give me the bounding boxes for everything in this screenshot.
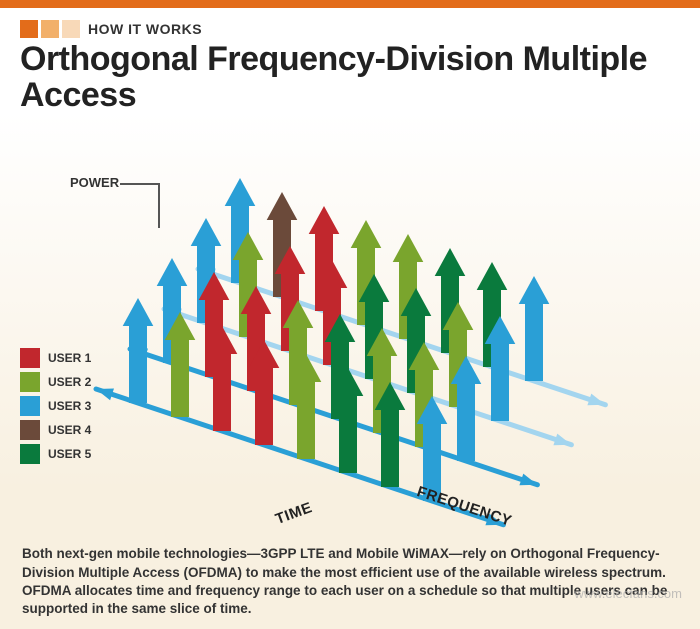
legend-swatch (20, 444, 40, 464)
legend-item: USER 5 (20, 444, 91, 464)
body-copy: Both next-gen mobile technologies—3GPP L… (0, 533, 700, 618)
top-bar (0, 0, 700, 8)
legend-item: USER 4 (20, 420, 91, 440)
legend-label: USER 2 (48, 375, 91, 389)
legend-swatch (20, 420, 40, 440)
power-label: POWER (70, 175, 119, 190)
header-block-1 (20, 20, 38, 38)
header-color-blocks (20, 20, 80, 38)
header-row: HOW IT WORKS (20, 20, 680, 38)
legend: USER 1 USER 2 USER 3 USER 4 USER 5 (20, 348, 91, 464)
legend-swatch (20, 372, 40, 392)
page-title: Orthogonal Frequency-Division Multiple A… (20, 42, 680, 113)
legend-label: USER 1 (48, 351, 91, 365)
watermark: www.elecfans.com (574, 586, 682, 601)
header-block-2 (41, 20, 59, 38)
arrows (123, 178, 550, 501)
legend-item: USER 1 (20, 348, 91, 368)
legend-label: USER 4 (48, 423, 91, 437)
content-wrap: HOW IT WORKS Orthogonal Frequency-Divisi… (0, 8, 700, 533)
power-callout-line (120, 183, 160, 228)
legend-label: USER 5 (48, 447, 91, 461)
legend-label: USER 3 (48, 399, 91, 413)
legend-item: USER 2 (20, 372, 91, 392)
kicker: HOW IT WORKS (88, 21, 202, 37)
legend-item: USER 3 (20, 396, 91, 416)
ofdma-diagram: POWER USER 1USER 2USER 3USER 4USER 5 TIM… (20, 123, 680, 533)
header-block-3 (62, 20, 80, 38)
legend-swatch (20, 396, 40, 416)
legend-swatch (20, 348, 40, 368)
